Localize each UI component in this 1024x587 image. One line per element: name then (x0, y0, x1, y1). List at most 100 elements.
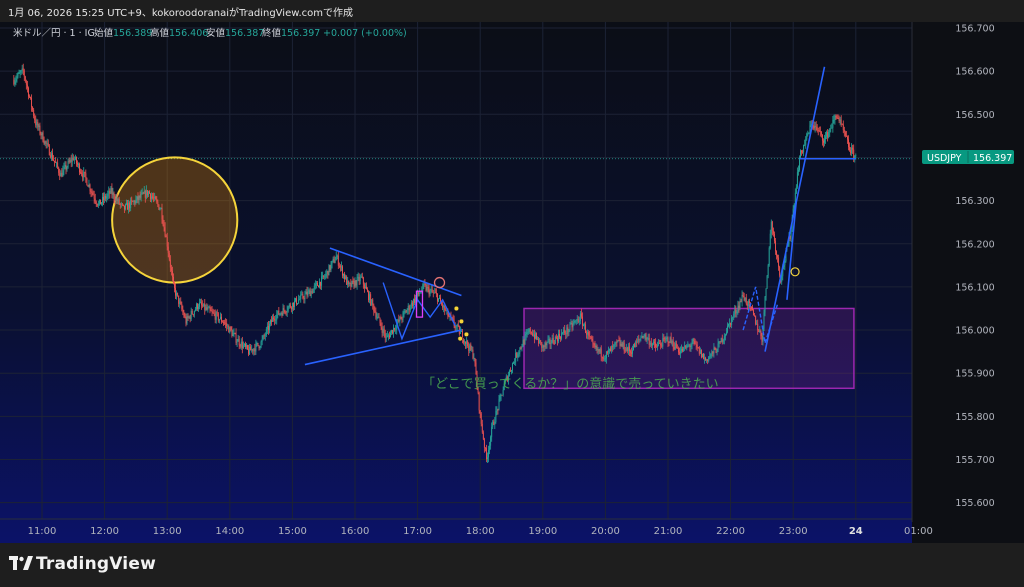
candle-body (18, 73, 20, 74)
chart-caption: 1月 06, 2026 15:25 UTC+9、kokoroodoranaiがT… (8, 8, 354, 19)
candle-body (140, 193, 142, 198)
candle-body (652, 341, 654, 344)
candle-body (116, 197, 118, 202)
candle-body (382, 328, 384, 333)
candle-body (429, 290, 431, 295)
candle-body (663, 338, 665, 339)
candle-body (835, 115, 837, 117)
candle-body (412, 299, 414, 306)
candle-body (415, 297, 416, 303)
candle-body (329, 265, 331, 270)
candle-body (783, 265, 785, 267)
candle-body (409, 307, 411, 311)
chart-area[interactable]: 156.700156.600156.500156.400156.300156.2… (0, 22, 1024, 543)
candle-body (243, 343, 245, 346)
candle-body (434, 292, 436, 294)
candle-body (826, 132, 828, 137)
candle-body (380, 323, 382, 328)
legend-high-value: 156.406 (169, 28, 208, 39)
candle-body (660, 343, 662, 346)
candle-body (51, 153, 53, 160)
candle-body (152, 196, 154, 198)
candle-body (520, 347, 522, 349)
candle-body (187, 316, 189, 318)
signal-marker (463, 331, 470, 337)
candle-body (408, 305, 410, 311)
candle-body (48, 145, 50, 156)
candle-body (809, 125, 811, 134)
candle-body (432, 291, 434, 293)
candle-body (377, 316, 379, 318)
candle-body (591, 338, 593, 341)
price-chart[interactable]: 156.700156.600156.500156.400156.300156.2… (0, 22, 1024, 543)
candle-body (562, 332, 564, 334)
candle-body (222, 321, 223, 323)
candle-body (712, 351, 714, 354)
candle-body (258, 345, 260, 348)
candle-body (808, 133, 810, 135)
candle-body (257, 342, 259, 346)
signal-marker (457, 336, 463, 342)
triangle-lower-line (304, 329, 462, 366)
candle-body (579, 313, 581, 322)
candle-body (578, 321, 580, 322)
candle-body (41, 132, 43, 136)
candle-body (253, 348, 255, 352)
candle-body (513, 362, 515, 364)
candle-body (812, 125, 814, 127)
candle-body (586, 332, 588, 335)
brand-name: TradingView (36, 554, 156, 574)
candle-body (418, 291, 420, 295)
time-tick-label: 22:00 (716, 526, 745, 537)
candle-body (350, 282, 352, 287)
candle-body (617, 340, 619, 342)
candle-body (608, 350, 609, 352)
candle-body (80, 172, 82, 174)
candle-body (263, 335, 265, 337)
candle-body (188, 316, 190, 318)
candle-body (342, 266, 343, 276)
candle-body (832, 119, 834, 128)
candle-body (618, 340, 620, 342)
price-tag-symbol: USDJPY (927, 153, 962, 164)
candle-body (72, 157, 74, 161)
candle-body (516, 352, 518, 358)
candle-body (142, 192, 144, 194)
candle-body (540, 340, 542, 343)
candle-body (43, 141, 45, 144)
candle-body (689, 345, 691, 347)
candle-body (456, 324, 458, 327)
price-axis[interactable]: 156.700156.600156.500156.400156.300156.2… (911, 22, 1024, 543)
time-axis[interactable]: 11:00 12:00 13:00 14:00 15:00 16:00 17:00 18:00… (0, 518, 933, 537)
candle-body (216, 312, 218, 314)
candle-body (627, 346, 629, 351)
candle-body (631, 352, 632, 354)
candle-body (362, 277, 364, 285)
candle-body (104, 195, 106, 201)
candle-body (343, 273, 344, 276)
candle-body (624, 350, 626, 352)
time-tick-label: 12:00 (90, 526, 119, 537)
candle-body (339, 266, 341, 268)
candle-body (577, 319, 579, 322)
annotation-text[interactable]: 「どこで買ってくるか？」の意識で売っていきたい (422, 376, 719, 392)
candle-body (842, 124, 844, 130)
candle-body (784, 261, 786, 266)
candle-body (755, 315, 757, 325)
candle-body (843, 129, 845, 133)
candle-body (824, 139, 825, 143)
candle-body (555, 336, 557, 338)
candle-body (211, 311, 213, 312)
candle-body (675, 343, 677, 348)
candle-body (493, 421, 495, 425)
candle-body (82, 174, 84, 178)
candle-body (88, 184, 90, 187)
time-tick-label: 21:00 (654, 526, 683, 537)
candle-body (804, 144, 806, 146)
candle-body (264, 335, 266, 337)
candle-body (198, 306, 199, 309)
candle-body (134, 201, 136, 204)
candle-body (242, 345, 244, 349)
candle-body (552, 337, 554, 343)
candle-body (126, 203, 127, 205)
